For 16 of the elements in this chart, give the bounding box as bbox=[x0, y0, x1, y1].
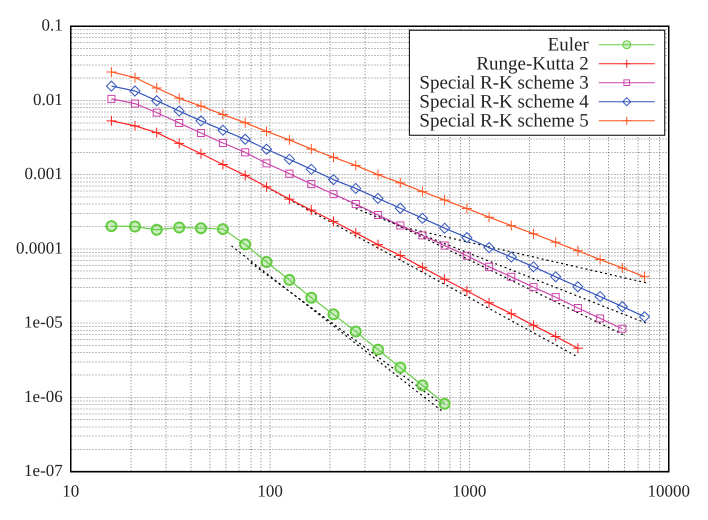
y-tick-label: 1e-05 bbox=[24, 312, 63, 332]
x-tick-label: 10000 bbox=[648, 481, 690, 500]
y-tick-label: 1e-07 bbox=[24, 461, 64, 480]
y-tick-label: 0.1 bbox=[42, 16, 63, 35]
y-tick-label: 0.001 bbox=[24, 164, 63, 184]
x-tick-label: 1000 bbox=[452, 481, 486, 500]
x-tick-label: 100 bbox=[257, 481, 283, 500]
legend-label: Euler bbox=[548, 34, 590, 56]
legend-label: Special R-K scheme 5 bbox=[419, 110, 589, 132]
legend-label: Special R-K scheme 3 bbox=[419, 72, 589, 94]
y-tick-label: 0.01 bbox=[33, 90, 63, 109]
y-tick-label: 0.0001 bbox=[16, 238, 63, 258]
legend-label: Runge-Kutta 2 bbox=[476, 54, 589, 75]
x-tick-label: 10 bbox=[62, 481, 80, 500]
legend-label: Special R-K scheme 4 bbox=[419, 92, 590, 113]
y-tick-label: 1e-06 bbox=[24, 386, 63, 406]
